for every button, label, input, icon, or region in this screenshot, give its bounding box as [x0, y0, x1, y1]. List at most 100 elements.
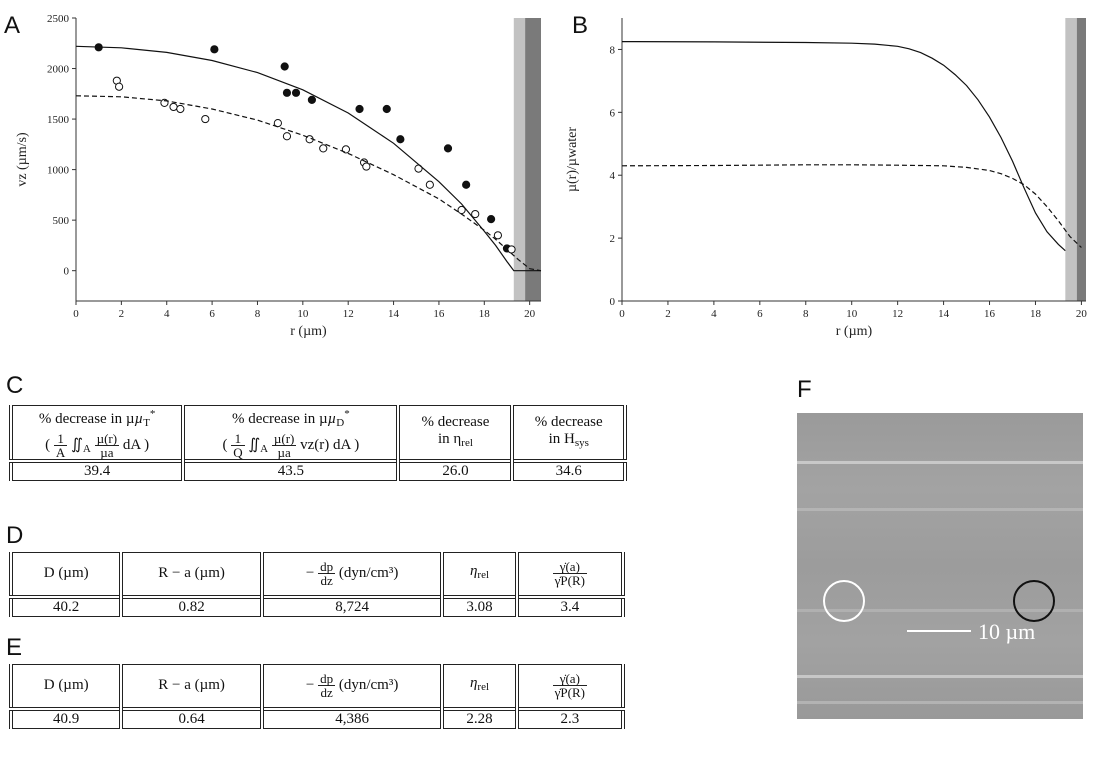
table-d-cell: 8,724 [259, 596, 443, 617]
x-axis-label: r (µm) [290, 324, 327, 339]
table-e-cell: 2.3 [514, 708, 624, 729]
wall-band [513, 18, 526, 301]
data-point-open [282, 132, 292, 141]
table-d-value-row: 40.2 0.82 8,724 3.08 3.4 [10, 596, 624, 617]
y-tick-label: 2000 [47, 64, 70, 76]
table-c-cell: 39.4 [10, 460, 184, 481]
data-point-filled [307, 95, 317, 104]
x-tick-label: 20 [524, 308, 536, 320]
wall-band [525, 18, 541, 301]
data-point-open [362, 162, 371, 171]
x-tick-label: 8 [803, 308, 809, 320]
wall-band [1076, 18, 1086, 301]
table-d-header-d: D (µm) [10, 552, 122, 597]
table-e-header-pressure-gradient: − dp dz (dyn/cm³) [259, 664, 443, 709]
data-point-filled [280, 62, 289, 71]
data-point-open [201, 114, 210, 124]
y-tick-label: 8 [610, 44, 616, 56]
table-c-value-row: 39.4 43.5 26.0 34.6 [10, 460, 626, 481]
data-point-filled [462, 180, 471, 189]
panel-label-e: E [6, 634, 23, 661]
flow-streak [797, 609, 1083, 612]
x-axis-label: r (µm) [836, 324, 873, 339]
series-line-dashed [621, 164, 1082, 248]
data-point-filled [355, 104, 364, 114]
data-point-filled [210, 45, 219, 54]
x-tick-label: 14 [388, 308, 400, 320]
y-tick-label: 1500 [47, 114, 70, 126]
y-tick-label: 500 [53, 215, 70, 227]
x-tick-label: 14 [938, 308, 950, 320]
y-tick-label: 2 [610, 233, 616, 245]
x-tick-label: 20 [1076, 308, 1088, 320]
data-point-open [425, 180, 434, 189]
x-tick-label: 10 [846, 308, 858, 320]
x-tick-label: 0 [619, 308, 625, 320]
table-d-cell: 3.08 [440, 596, 518, 617]
flow-streak [797, 675, 1083, 678]
x-tick-label: 16 [433, 308, 445, 320]
scale-bar-label: 10 µm [978, 619, 1036, 644]
x-tick-label: 6 [209, 308, 215, 320]
chart-b-viscosity-profile: 0 2 4 6 8 10 12 14 16 18 20 0 2 4 6 8 r (µm) µ(r)/µwater [565, 18, 1088, 339]
wall-band [1065, 18, 1077, 301]
x-tick-label: 2 [665, 308, 671, 320]
y-tick-label: 0 [610, 296, 616, 308]
data-point-open [273, 119, 282, 128]
table-d-cell: 3.4 [514, 596, 624, 617]
x-tick-label: 10 [297, 308, 309, 320]
data-point-open [114, 82, 124, 91]
table-e-cell: 2.28 [440, 708, 518, 729]
data-point-open [169, 102, 178, 112]
series-line-dashed [75, 95, 542, 272]
data-point-filled [486, 215, 496, 224]
table-d-cell: 0.82 [119, 596, 263, 617]
x-tick-label: 18 [1030, 308, 1042, 320]
x-tick-label: 16 [984, 308, 996, 320]
x-tick-label: 6 [757, 308, 763, 320]
y-tick-label: 0 [64, 266, 70, 278]
particle-circle-white [823, 580, 865, 622]
x-tick-label: 18 [479, 308, 491, 320]
panel-label-c: C [6, 372, 24, 399]
series-line-solid [621, 41, 1066, 252]
panel-label-a: A [4, 12, 21, 39]
x-tick-label: 12 [892, 308, 903, 320]
x-tick-label: 4 [711, 308, 717, 320]
flow-streak [797, 508, 1083, 511]
table-e-header-shear-ratio: γ̇(a) γ̇P(R) [514, 664, 624, 709]
data-point-filled [382, 104, 391, 114]
table-e-cell: 4,386 [259, 708, 443, 729]
data-point-filled [291, 88, 301, 97]
y-tick-label: 2500 [47, 13, 70, 25]
table-e: D (µm) R − a (µm) − dp dz (dyn/cm³) ηrel … [9, 664, 625, 729]
x-tick-label: 2 [119, 308, 125, 320]
table-e-cell: 40.9 [10, 708, 122, 729]
table-e-header-r-minus-a: R − a (µm) [119, 664, 263, 709]
table-d-header-pressure-gradient: − dp dz (dyn/cm³) [259, 552, 443, 597]
table-e-cell: 0.64 [119, 708, 263, 729]
data-point-open [176, 104, 185, 114]
data-point-filled [443, 144, 453, 153]
y-axis-label: µ(r)/µwater [565, 127, 580, 192]
flow-streak [797, 701, 1083, 704]
scale-bar [907, 630, 971, 632]
table-e-header-row: D (µm) R − a (µm) − dp dz (dyn/cm³) ηrel … [10, 664, 624, 709]
table-c-cell: 26.0 [396, 460, 513, 481]
table-d-header-r-minus-a: R − a (µm) [119, 552, 263, 597]
particle-circle-black [1013, 580, 1055, 622]
y-tick-label: 4 [610, 170, 616, 182]
table-e-value-row: 40.9 0.64 4,386 2.28 2.3 [10, 708, 624, 729]
data-point-filled [282, 88, 292, 97]
micrograph-image [797, 413, 1083, 719]
flow-streak [797, 461, 1083, 464]
table-c-header-hsys: % decrease in Hsys [510, 405, 626, 462]
y-tick-label: 6 [610, 107, 616, 119]
table-d: D (µm) R − a (µm) − dp dz (dyn/cm³) ηrel … [9, 552, 625, 617]
y-tick-label: 1000 [47, 165, 70, 177]
data-point-open [493, 231, 503, 240]
table-e-header-d: D (µm) [10, 664, 122, 709]
